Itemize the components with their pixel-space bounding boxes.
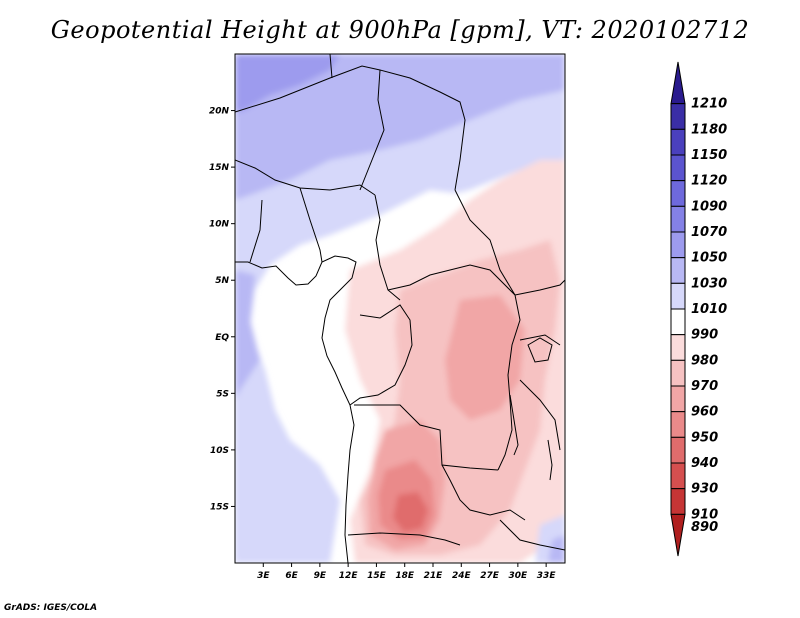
colorbar-label: 970 [691, 379, 718, 394]
border-southeast [499, 519, 565, 551]
y-tick-label: 10S [210, 446, 229, 456]
x-tick-label: 18E [395, 571, 415, 581]
x-tick-label: 24E [452, 571, 472, 581]
colorbar-segment [670, 411, 686, 438]
colorbar-segment [670, 61, 686, 105]
colorbar-segment [670, 180, 686, 207]
border-zambia [441, 464, 526, 521]
colorbar-segment [670, 103, 686, 130]
colorbar-label: 960 [691, 405, 718, 420]
y-tick-label: 5S [216, 389, 229, 399]
colorbar-segment [670, 359, 686, 387]
border-sahara [235, 65, 466, 191]
border-east-2 [519, 334, 561, 346]
border-west-2 [249, 199, 263, 263]
colorbar-segment [670, 308, 686, 336]
border-congo-1 [349, 304, 413, 406]
border-central-1 [299, 187, 323, 263]
border-angola [354, 404, 499, 471]
y-tick-label: 20N [209, 107, 230, 117]
border-north-1 [329, 54, 333, 79]
colorbar-label: 1120 [691, 174, 727, 189]
height-field [235, 54, 565, 563]
x-tick-label: 21E [424, 571, 444, 581]
x-tick-label: 33E [537, 571, 557, 581]
field-960 [445, 295, 525, 420]
map-frame [234, 53, 566, 564]
lake-tanganyika [509, 394, 519, 456]
colorbar-segment [670, 282, 686, 310]
colorbar-label: 910 [691, 507, 718, 522]
y-tick-label: 15N [209, 163, 230, 173]
colorbar-label: 890 [691, 520, 718, 535]
x-tick-label: 27E [480, 571, 500, 581]
colorbar-segment [670, 128, 686, 156]
field-1050-ne [440, 54, 480, 80]
x-tick-label: 12E [339, 571, 359, 581]
x-tick-label: 3E [257, 571, 270, 581]
y-tick-label: 10N [209, 220, 230, 230]
field-1030-west [235, 270, 260, 400]
border-east-1 [514, 279, 565, 296]
colorbar-segment [670, 462, 686, 490]
colorbar-label: 1030 [691, 276, 727, 291]
colorbar-segment [670, 154, 686, 182]
colorbar-label: 1210 [691, 97, 727, 112]
field-1010-west [235, 54, 565, 563]
field-1030-se [548, 535, 565, 563]
colorbar-label: 940 [691, 456, 718, 471]
field-1030-north [235, 54, 565, 200]
colorbar-label: 950 [691, 430, 718, 445]
x-tick-label: 15E [367, 571, 387, 581]
colorbar-label: 1090 [691, 199, 727, 214]
y-tick-label: 15S [210, 502, 229, 512]
border-north-3 [454, 189, 516, 296]
colorbar-segment [670, 231, 686, 259]
colorbar-label: 1150 [691, 148, 727, 163]
y-tick-label: 5N [215, 276, 229, 286]
boundaries [235, 54, 565, 563]
border-central-2 [374, 194, 401, 301]
x-axis: 3E 6E 9E 12E 15E 18E 21E 24E 27E 30E 33E [257, 563, 556, 581]
y-axis: 20N 15N 10N 5N EQ 5S 10S 15S [209, 107, 235, 512]
border-east-3 [519, 379, 561, 451]
border-north-2 [359, 69, 385, 191]
colorbar-label: 1010 [691, 302, 727, 317]
lake-malawi [547, 439, 553, 481]
border-angola-south [347, 532, 461, 546]
colorbar-segment [670, 513, 686, 557]
colorbar-segment [670, 488, 686, 515]
colorbar-label: 980 [691, 353, 718, 368]
colorbar-label: 1180 [691, 122, 727, 137]
x-tick-label: 6E [285, 571, 298, 581]
colorbar: 1210 1180 1150 1120 1090 1070 1050 1030 1010 990 9… [670, 61, 727, 557]
lake-victoria [527, 337, 553, 363]
y-tick-label: EQ [215, 333, 229, 343]
border-car [387, 264, 516, 296]
credit-label: GrADS: IGES/COLA [4, 603, 98, 613]
colorbar-segment [670, 257, 686, 284]
border-drc-east [497, 294, 521, 471]
colorbar-label: 930 [691, 482, 718, 497]
colorbar-label: 1050 [691, 251, 727, 266]
colorbar-segment [670, 205, 686, 233]
colorbar-label: 1070 [691, 225, 727, 240]
field-940 [393, 492, 428, 532]
coastline-west [235, 255, 357, 563]
x-tick-label: 9E [314, 571, 327, 581]
colorbar-segment [670, 385, 686, 413]
colorbar-label: 990 [691, 328, 718, 343]
colorbar-segment [670, 334, 686, 361]
chart-title: Geopotential Height at 900hPa [gpm], VT:… [50, 16, 750, 44]
colorbar-segment [670, 436, 686, 464]
x-tick-label: 30E [509, 571, 529, 581]
field-1050-north [235, 54, 340, 112]
